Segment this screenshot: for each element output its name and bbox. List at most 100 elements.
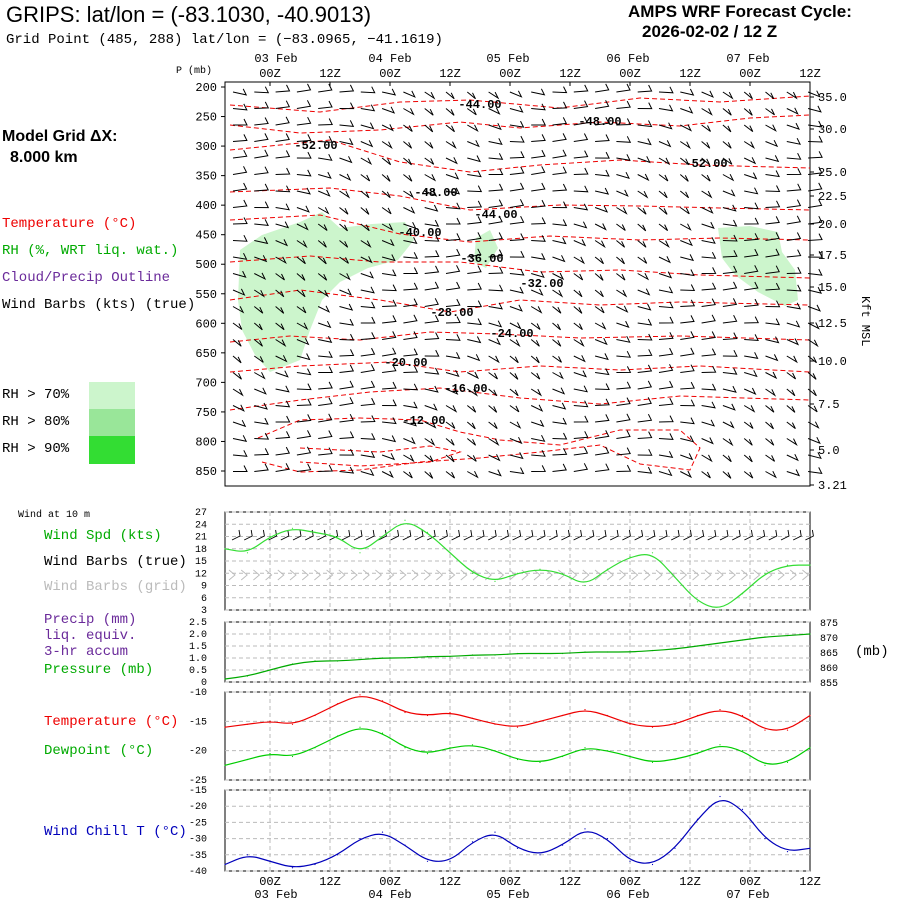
surface-wind-barb [719, 529, 729, 541]
temperature-contour-label: -52.00 [294, 139, 337, 153]
temperature-contour [229, 331, 811, 343]
wind-barb [424, 108, 434, 116]
wind-barb [318, 153, 333, 161]
wind-barb [339, 318, 354, 326]
wind-barb [254, 166, 269, 175]
wind-barb [403, 419, 417, 427]
wind-barb [488, 284, 504, 292]
wind-barb [488, 249, 504, 258]
wind-barb [318, 171, 332, 179]
grid-wind-barb [655, 569, 663, 581]
legend-temperature-sfc: Temperature (°C) [44, 714, 179, 730]
wind-barb [637, 102, 653, 110]
windchill-line-point [246, 854, 249, 856]
wind-barb [424, 174, 437, 182]
wind-barb [445, 141, 457, 150]
wind-barb [445, 108, 455, 116]
surface-wind-barb [622, 529, 631, 541]
temperature-contour-label: -28.00 [430, 306, 473, 320]
wind-barb [509, 452, 524, 460]
wind-barb [743, 124, 754, 132]
wind-barb [786, 215, 802, 225]
grid-wind-barb [350, 569, 358, 581]
wind-barb [573, 339, 585, 347]
wind-barb [467, 265, 482, 274]
temperature-panel-frame [224, 691, 811, 781]
wind-barb [765, 438, 775, 446]
surface-wind-barb [634, 529, 644, 541]
wind-barb [701, 365, 717, 373]
dewpoint-line-point [606, 750, 609, 752]
wind-barb [339, 190, 351, 199]
precip-ytick-label: 1.0 [189, 654, 207, 665]
wind-barb [765, 318, 781, 326]
wind-barb [658, 174, 669, 182]
wind-barb [360, 316, 376, 324]
wind-barb [744, 370, 758, 378]
wind-barb [722, 157, 733, 165]
wind-barb [722, 250, 738, 258]
wind-barb [232, 355, 242, 364]
grid-wind-barb [594, 569, 602, 581]
surface-wind-barb [268, 529, 278, 541]
wind-barb [807, 372, 817, 380]
wind-barb [339, 207, 349, 215]
wind-barb [296, 289, 306, 298]
wind-barb [744, 298, 759, 307]
wind-barb [253, 306, 264, 314]
wind-barb [382, 364, 397, 373]
wind-ytick-label: 3 [201, 606, 207, 617]
wind-barb [445, 298, 461, 307]
wind-barb [509, 436, 523, 445]
wind-barb [403, 157, 412, 166]
windchill-line-point [764, 838, 766, 840]
wind-barb [360, 364, 376, 373]
bottom-hour-label: 00Z [379, 875, 401, 889]
pressure-unit-label: (mb) [855, 644, 889, 660]
wind-barb [616, 189, 629, 197]
dewpoint-line-point [539, 761, 541, 764]
wind-barb [254, 101, 270, 109]
grid-wind-barb [716, 569, 724, 581]
wind-barb [403, 90, 416, 98]
wind-barb [424, 385, 439, 393]
wind-barb [680, 238, 693, 247]
wind-barb [531, 166, 546, 175]
pressure-line-point [359, 658, 361, 661]
wind-barb [467, 470, 479, 479]
grid-wind-barb [789, 569, 797, 581]
wind-barb [531, 419, 545, 427]
bottom-date-label: 04 Feb [368, 888, 411, 900]
wind-barb [680, 315, 695, 324]
temperature-line-point [741, 714, 744, 717]
surface-wind-barb [768, 529, 778, 541]
wind-barb [808, 233, 823, 241]
wind-barb [296, 134, 312, 142]
wind-barb [680, 269, 695, 277]
wind-barb [360, 140, 374, 148]
wind-barb [658, 190, 668, 199]
pressure-tick-label: 400 [195, 199, 217, 213]
wind-barb [296, 338, 310, 346]
wind-barb [531, 253, 546, 260]
grid-wind-barb [765, 569, 773, 581]
wind-barb [595, 100, 610, 109]
wind-barb [680, 347, 695, 357]
pressure-tick-label: 800 [195, 435, 217, 449]
wind-barb [722, 454, 732, 463]
wind-barb [573, 133, 589, 142]
temperature-line-point [629, 723, 631, 725]
wind-barb [233, 118, 248, 126]
temperature-contour-label: -12.00 [402, 414, 445, 428]
wind-barb [254, 387, 267, 395]
dewpoint-line-point [291, 755, 294, 758]
wind-barb [403, 437, 416, 445]
wind-barb [488, 302, 503, 310]
surface-wind-barb [426, 529, 436, 541]
wind-barb [382, 417, 397, 425]
wind-barb [232, 388, 244, 397]
temperature-ytick-label: -10 [189, 688, 207, 699]
dewpoint-line-point [336, 735, 339, 737]
windchill-line-point [404, 844, 406, 846]
wind-barb [680, 299, 696, 307]
